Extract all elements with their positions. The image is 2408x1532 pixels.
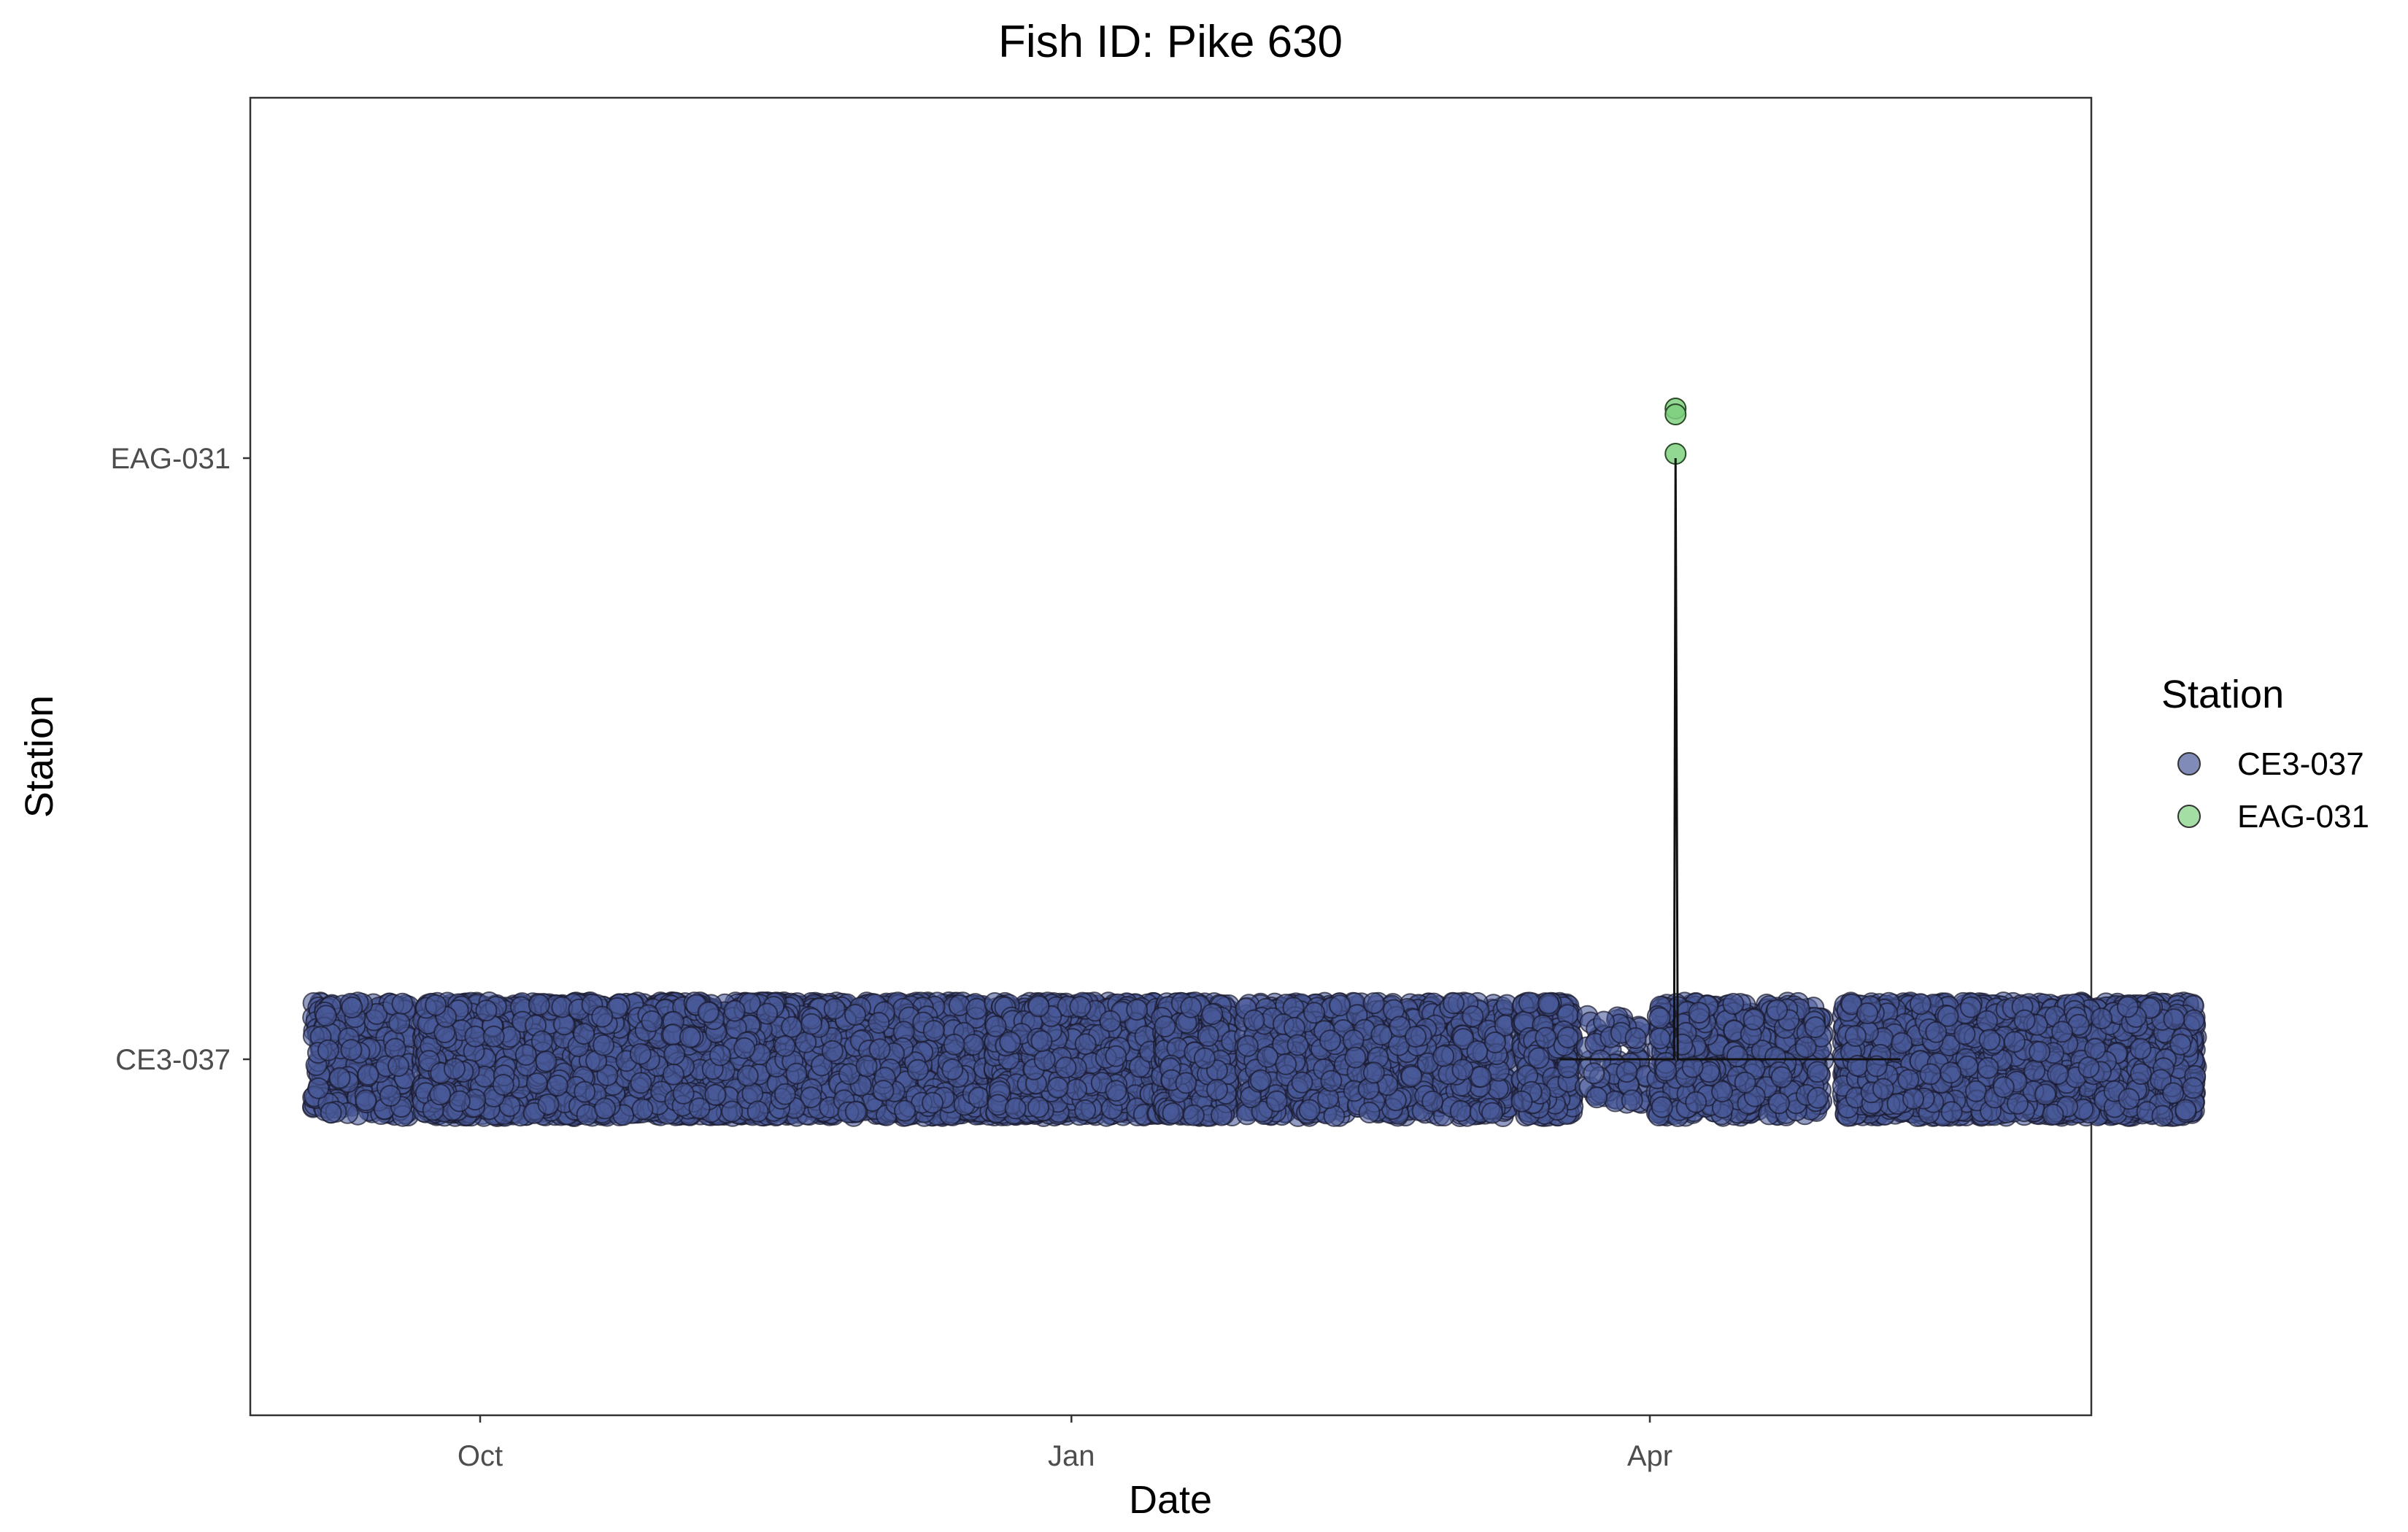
ce3-037-point bbox=[593, 1034, 615, 1056]
ce3-037-point bbox=[525, 1072, 548, 1095]
ce3-037-point bbox=[962, 1034, 984, 1056]
ce3-037-point bbox=[379, 1085, 401, 1107]
ce3-037-point bbox=[307, 1077, 330, 1099]
ce3-037-point bbox=[391, 992, 414, 1015]
ce3-037-point bbox=[922, 1020, 945, 1042]
ce3-037-point bbox=[341, 997, 363, 1018]
ce3-037-point bbox=[355, 1089, 377, 1112]
ce3-037-point bbox=[317, 1039, 339, 1061]
ce3-037-point bbox=[387, 1055, 409, 1078]
data-marks bbox=[302, 398, 2207, 1127]
ce3-037-point bbox=[314, 1005, 337, 1027]
ce3-037-point bbox=[773, 1034, 796, 1057]
plot-panel bbox=[249, 96, 2093, 1417]
ce3-037-point bbox=[965, 997, 988, 1020]
chart-title: Fish ID: Pike 630 bbox=[998, 17, 1343, 67]
ce3-037-point bbox=[340, 1039, 363, 1061]
ce3-037-point bbox=[328, 1067, 351, 1089]
ce3-037-point bbox=[357, 1064, 379, 1086]
ce3-037-point bbox=[320, 1102, 342, 1124]
ce3-037-point bbox=[388, 1012, 411, 1034]
ce3-037-point bbox=[943, 1033, 965, 1056]
